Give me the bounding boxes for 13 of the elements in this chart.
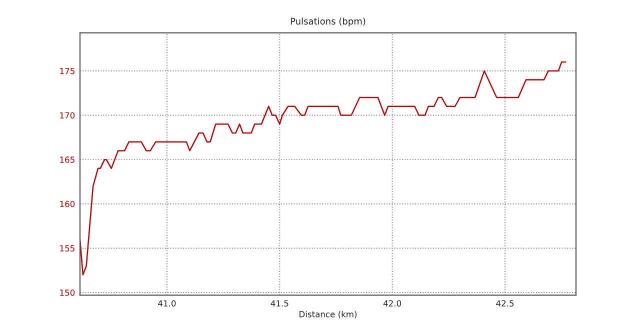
y-tick-label: 150 [60, 290, 75, 296]
y-tick-label: 175 [60, 68, 74, 74]
x-tick-label: 41.0 [158, 300, 176, 307]
x-tick-label: 42.0 [383, 300, 402, 307]
line-series [80, 61, 566, 276]
y-tick-label: 170 [60, 112, 75, 119]
y-tick-label: 160 [60, 200, 75, 208]
x-axis-title: Distance (km) [300, 310, 357, 318]
chart-title: Pulsations (bpm) [290, 18, 366, 26]
y-tick-label: 165 [60, 156, 74, 163]
x-tick-label: 42.5 [496, 300, 514, 307]
y-tick-label: 155 [60, 245, 74, 252]
x-tick-label: 41.5 [270, 300, 288, 307]
